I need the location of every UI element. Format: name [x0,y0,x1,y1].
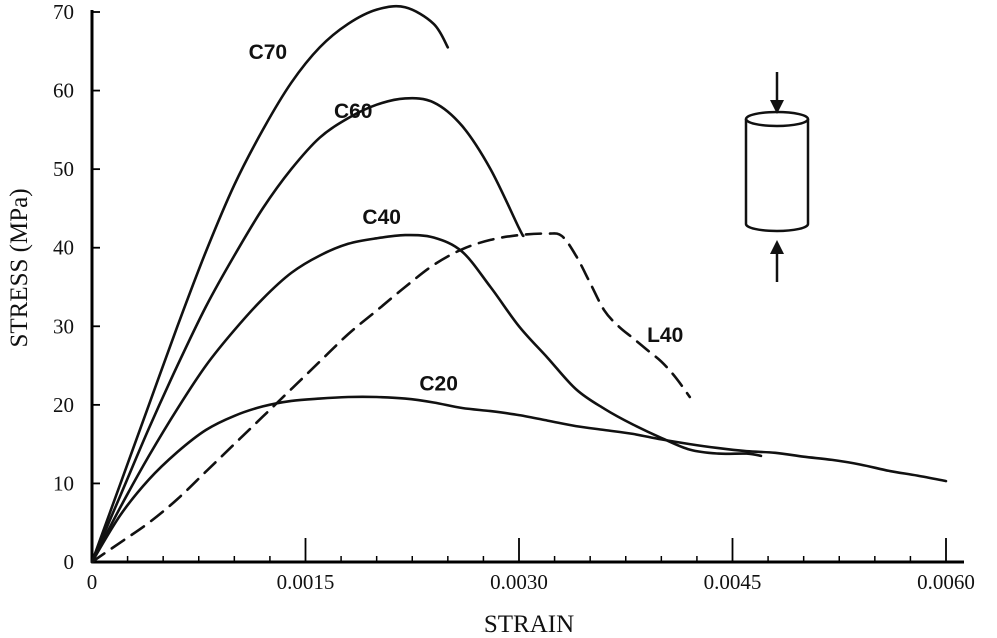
bottom-arrow-head [770,240,784,254]
x-axis-title: STRAIN [484,611,574,638]
series-label-c70: C70 [249,41,288,64]
y-tick-label: 40 [53,236,74,260]
y-tick-label: 0 [64,550,75,574]
series-line-c20 [90,395,948,564]
series-line-c60 [90,96,525,564]
axes [90,10,964,564]
top-arrow-head [770,100,784,114]
y-tick-label: 60 [53,79,74,103]
x-tick-label: 0.0045 [704,570,762,594]
series-labels: C70 C60 C40 C20 L40 [249,41,684,396]
y-axis-title: STRESS (MPa) [6,188,33,347]
y-tick-label: 30 [53,314,74,338]
cylinder-bottom [744,223,810,233]
y-tick-label: 20 [53,393,74,417]
x-ticks: 0 0.0015 0.0030 0.0045 0.0060 [87,538,975,594]
series-lines [90,4,948,564]
y-tick-label: 50 [53,157,74,181]
series-line-l40 [90,232,692,564]
series-line-c70 [90,4,450,564]
x-tick-label: 0.0060 [917,570,975,594]
x-tick-label: 0 [87,570,98,594]
cylinder-top [744,110,810,128]
y-tick-label: 70 [53,0,74,24]
y-tick-label: 10 [53,471,74,495]
series-label-c60: C60 [334,100,373,123]
y-ticks: 0 10 20 30 40 50 60 70 [53,0,100,574]
cylinder-specimen-icon [744,72,810,282]
series-line-c40 [90,233,763,564]
series-label-l40: L40 [647,324,683,347]
x-tick-label: 0.0030 [490,570,548,594]
series-label-c20: C20 [419,373,458,396]
x-tick-label: 0.0015 [277,570,335,594]
series-label-c40: C40 [362,206,401,229]
